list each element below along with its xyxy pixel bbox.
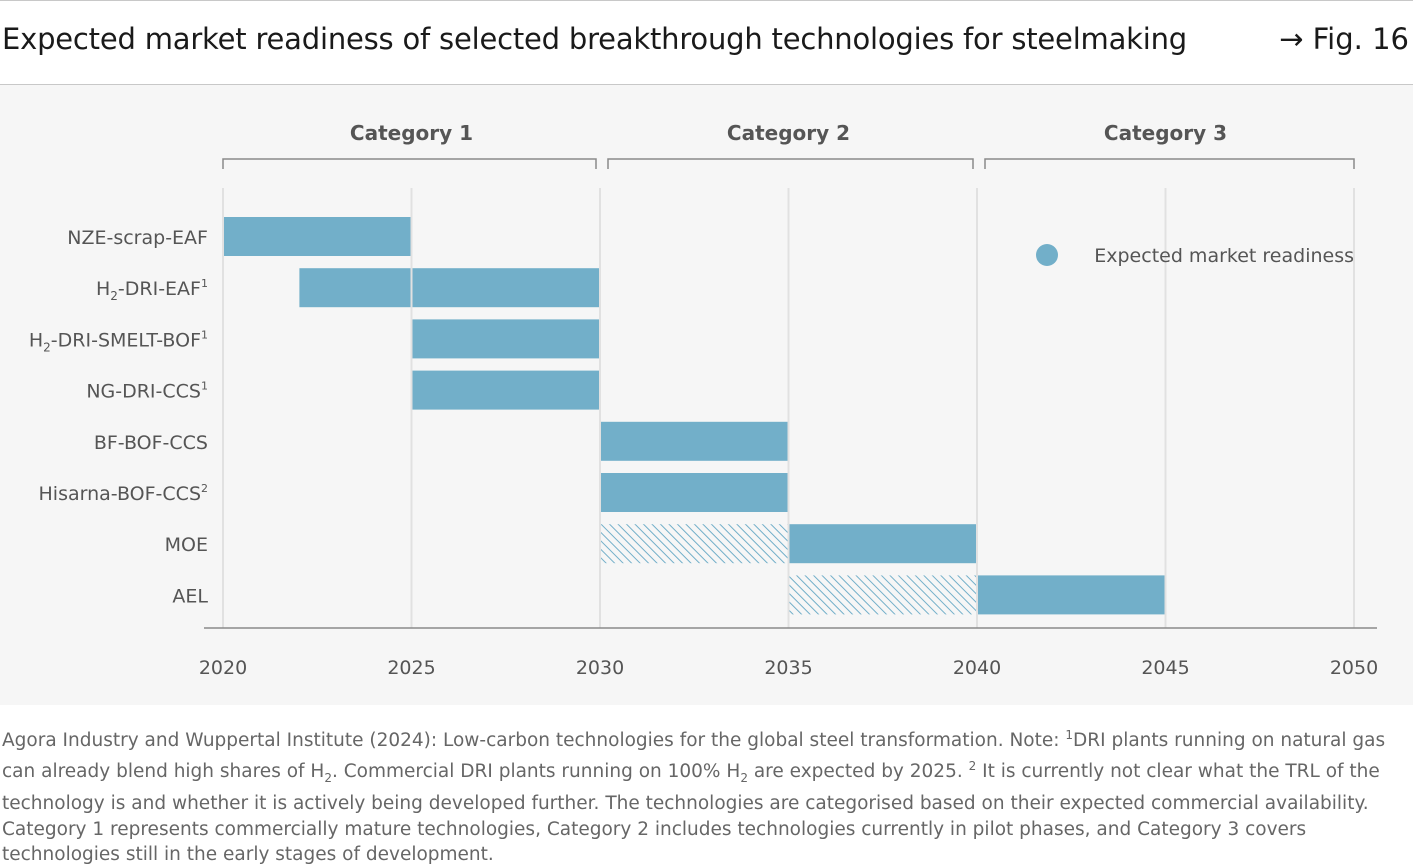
page-title: Expected market readiness of selected br… bbox=[2, 22, 1188, 56]
bar-segment bbox=[601, 473, 788, 512]
category-label: Category 1 bbox=[350, 121, 473, 145]
note-superscript: 1 bbox=[1065, 728, 1074, 742]
legend-swatch-icon bbox=[1036, 244, 1058, 266]
x-tick-label: 2025 bbox=[387, 657, 435, 679]
row-label: NG-DRI-CCS1 bbox=[86, 380, 208, 403]
row-label: BF-BOF-CCS bbox=[94, 432, 208, 454]
title-rule bbox=[0, 84, 1413, 85]
bar-segment bbox=[601, 421, 788, 461]
row-label: NZE-scrap-EAF bbox=[67, 227, 208, 249]
category-bracket bbox=[222, 158, 597, 169]
category-bracket bbox=[607, 158, 974, 169]
x-tick-label: 2020 bbox=[199, 657, 247, 679]
x-tick-label: 2050 bbox=[1330, 657, 1378, 679]
bar-segment bbox=[224, 217, 411, 256]
note-subscript: 2 bbox=[740, 770, 748, 785]
category-label: Category 3 bbox=[1104, 121, 1227, 145]
note-part: . Commercial DRI plants running on 100% … bbox=[331, 760, 741, 782]
figure-reference: → Fig. 16 bbox=[1279, 22, 1409, 56]
note-part: are expected by 2025. bbox=[747, 760, 969, 782]
gantt-chart: Category 1 Category 2 Category 3 NZE-scrap-… bbox=[29, 121, 1378, 679]
x-tick-label: 2040 bbox=[953, 657, 1001, 679]
bar-segment-hatched bbox=[789, 575, 976, 615]
bar-segment-hatched bbox=[601, 524, 788, 564]
legend-label: Expected market readiness bbox=[1094, 245, 1354, 267]
x-tick-label: 2030 bbox=[576, 657, 624, 679]
note-part: It is currently not clear what the TRL o… bbox=[2, 760, 1380, 865]
row-label: H2-DRI-SMELT-BOF1 bbox=[29, 328, 208, 354]
note-part: DRI plants running on natural gas can al… bbox=[2, 730, 1386, 782]
row-label: Hisarna-BOF-CCS2 bbox=[39, 482, 208, 505]
row-label: MOE bbox=[165, 534, 208, 556]
bar-segment bbox=[412, 319, 599, 359]
chart-panel: Category 1 Category 2 Category 3 NZE-scrap-… bbox=[0, 85, 1413, 705]
source-note-text: Agora Industry and Wuppertal Institute (… bbox=[2, 723, 1407, 868]
source-note: Agora Industry and Wuppertal Institute (… bbox=[2, 723, 1407, 868]
bar-segment bbox=[978, 575, 1165, 615]
note-part: Agora Industry and Wuppertal Institute (… bbox=[2, 730, 1066, 752]
category-bracket bbox=[984, 158, 1355, 169]
note-superscript: 2 bbox=[968, 758, 977, 773]
x-tick-label: 2035 bbox=[764, 657, 812, 679]
bar-segment bbox=[789, 524, 976, 564]
top-rule bbox=[0, 0, 1413, 1]
bar-segment bbox=[299, 268, 411, 308]
row-label: H2-DRI-EAF1 bbox=[96, 277, 208, 303]
bar-segment bbox=[412, 268, 599, 308]
category-label: Category 2 bbox=[727, 121, 850, 145]
x-tick-label: 2045 bbox=[1141, 657, 1189, 679]
note-subscript: 2 bbox=[324, 770, 332, 785]
bar-segment bbox=[412, 370, 599, 410]
row-label: AEL bbox=[172, 585, 208, 607]
